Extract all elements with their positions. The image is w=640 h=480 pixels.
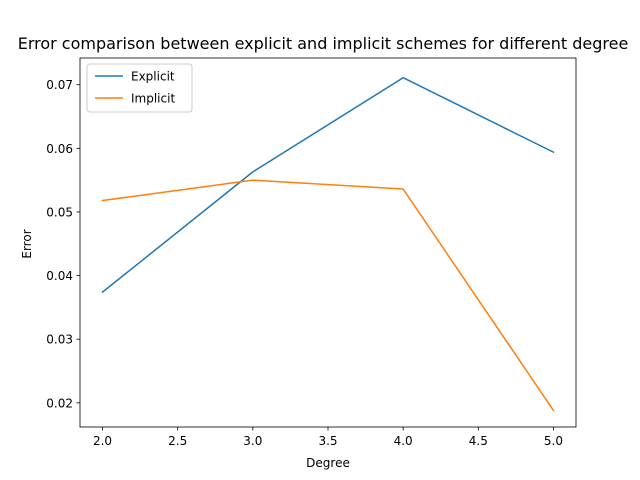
legend-label-implicit: Implicit (131, 92, 175, 106)
series-line-explicit (101, 76, 555, 294)
y-tick-label: 0.07 (46, 78, 73, 92)
axes-frame (79, 57, 577, 428)
chart-title: Error comparison between explicit and im… (18, 34, 629, 53)
plot-area: 2.0 2.5 3.0 3.5 4.0 4.5 5.0 0.02 0.03 0.04 0.05 0.0… (46, 57, 577, 448)
y-tick-label: 0.05 (46, 205, 73, 219)
x-axis-label: Degree (306, 456, 350, 470)
x-tick-label: 4.5 (469, 434, 488, 448)
legend-label-explicit: Explicit (131, 70, 175, 84)
y-axis-label: Error (20, 229, 34, 258)
y-tick-label: 0.06 (46, 142, 73, 156)
y-tick-label: 0.03 (46, 333, 73, 347)
x-tick-label: 5.0 (544, 434, 563, 448)
y-tick-label: 0.02 (46, 396, 73, 410)
x-tick-label: 4.0 (394, 434, 413, 448)
legend: Explicit Implicit (86, 63, 193, 113)
x-tick-label: 3.0 (243, 434, 262, 448)
series-line-implicit (101, 179, 555, 412)
x-tick-label: 2.5 (168, 434, 187, 448)
y-tick-label: 0.04 (46, 269, 73, 283)
x-tick-label: 3.5 (318, 434, 337, 448)
x-tick-label: 2.0 (93, 434, 112, 448)
